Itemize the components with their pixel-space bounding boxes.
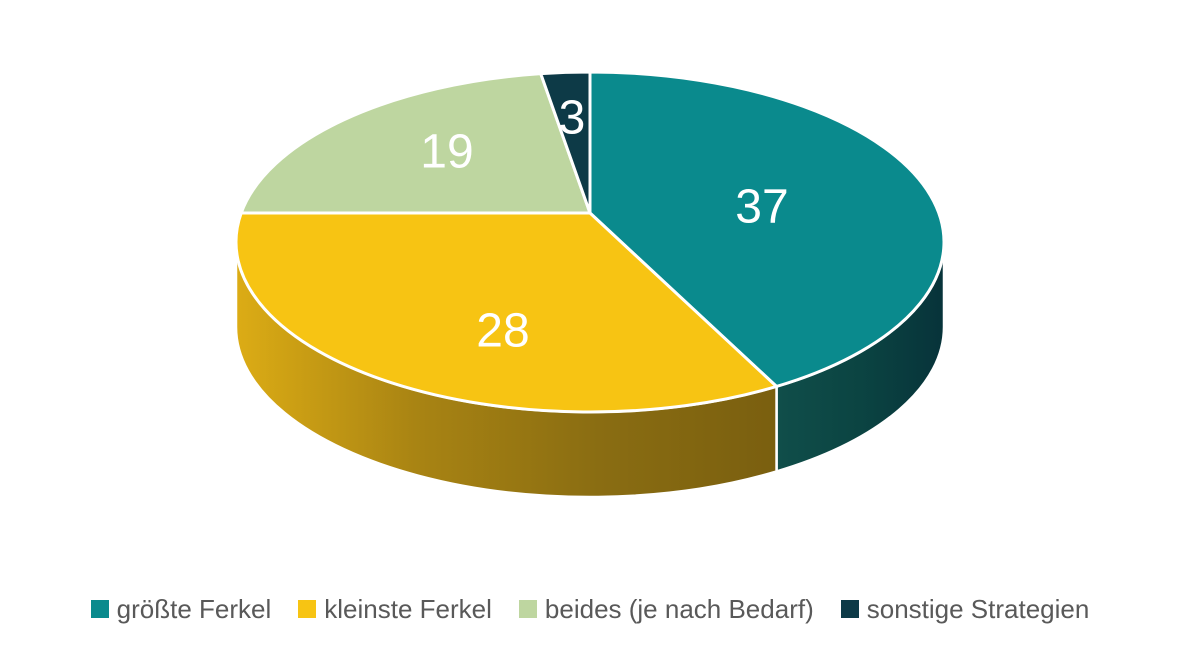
legend-swatch-sonstige bbox=[840, 600, 859, 618]
pie-slice-top-2 bbox=[239, 72, 592, 215]
pie-value-labels: 37 28 19 3 bbox=[420, 92, 788, 358]
pie-slice-top-3 bbox=[539, 70, 592, 215]
pie-slice-top-1 bbox=[234, 211, 779, 414]
legend-label-groesste-ferkel: größte Ferkel bbox=[116, 594, 272, 624]
legend-swatch-groesste-ferkel bbox=[90, 600, 109, 618]
legend-item-sonstige: sonstige Strategien bbox=[840, 594, 1090, 624]
legend-swatch-kleinste-ferkel bbox=[298, 600, 317, 618]
legend-item-kleinste-ferkel: kleinste Ferkel bbox=[298, 594, 492, 624]
pie-slice-top-0 bbox=[588, 70, 946, 388]
legend-item-beides: beides (je nach Bedarf) bbox=[518, 594, 814, 624]
pie-top-faces bbox=[234, 70, 946, 414]
legend-label-sonstige: sonstige Strategien bbox=[866, 594, 1090, 624]
pie-3d-chart: 37 28 19 3 bbox=[234, 70, 946, 499]
chart-legend: größte Ferkel kleinste Ferkel beides (je… bbox=[0, 594, 1180, 624]
legend-label-beides: beides (je nach Bedarf) bbox=[544, 594, 814, 624]
legend-label-kleinste-ferkel: kleinste Ferkel bbox=[324, 594, 492, 624]
pie-value-label-0: 37 bbox=[735, 181, 788, 234]
pie-value-label-1: 28 bbox=[476, 305, 529, 358]
pie-value-label-2: 19 bbox=[420, 126, 473, 179]
legend-item-groesste-ferkel: größte Ferkel bbox=[90, 594, 272, 624]
pie-value-label-3: 3 bbox=[559, 92, 586, 145]
legend-swatch-beides bbox=[518, 600, 537, 618]
